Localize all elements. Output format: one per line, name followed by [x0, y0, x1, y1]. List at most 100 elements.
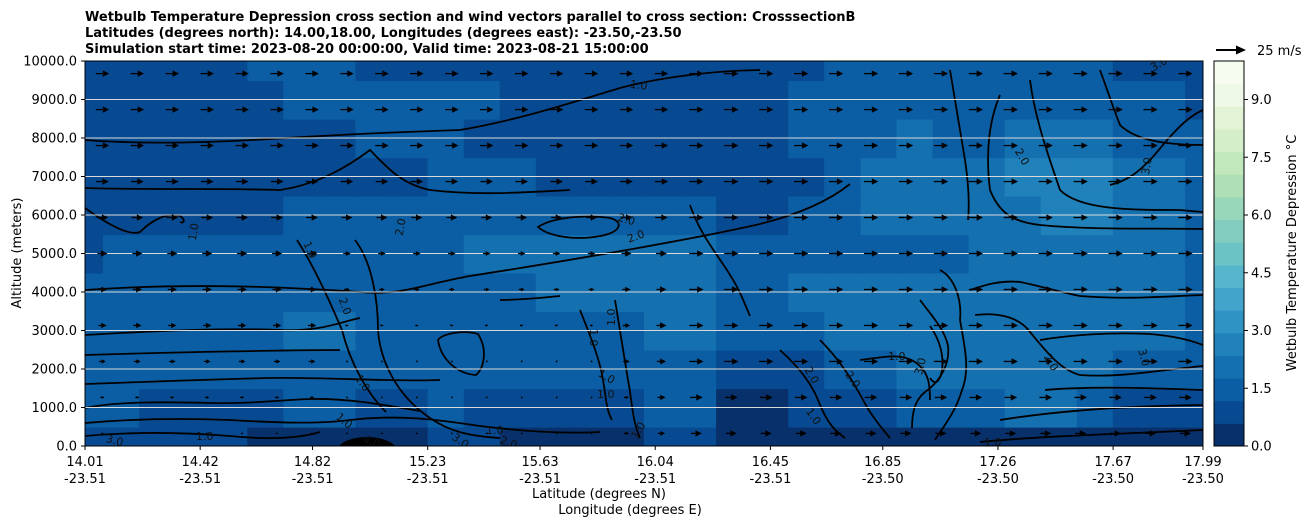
wind-vector: [1073, 70, 1088, 77]
colorbar-band: [1214, 310, 1244, 334]
wind-vector: [201, 214, 214, 221]
x-tick-longitude: -23.51: [519, 472, 561, 487]
wind-vector: [236, 214, 249, 221]
wind-vector: [95, 142, 110, 149]
x-axis-label-longitude: Longitude (degrees E): [558, 503, 702, 518]
wind-vector: [863, 178, 879, 185]
colorbar-band: [1214, 355, 1244, 379]
wind-vector: [1143, 286, 1158, 293]
contour-label: 1.0: [605, 309, 618, 327]
x-tick-longitude: -23.50: [862, 472, 904, 487]
contour-lines: [85, 69, 1203, 443]
wind-vector: [1073, 106, 1088, 113]
contour-line: [819, 339, 891, 439]
wind-vector: [1038, 178, 1053, 185]
wind-vector: [240, 396, 245, 399]
colorbar-tick-label: 9.0: [1251, 93, 1272, 108]
wind-vector: [480, 70, 494, 77]
wind-vector: [724, 178, 739, 185]
wind-vector: [724, 358, 739, 365]
wind-vector: [1038, 106, 1053, 113]
wind-vector: [235, 142, 249, 149]
wind-vector: [589, 324, 594, 327]
heatmap-cell: [860, 426, 898, 446]
contour-line: [689, 204, 751, 317]
contour-label: 1.0: [587, 329, 600, 347]
x-tick-longitude: -23.51: [749, 472, 791, 487]
heatmap-cell: [752, 426, 790, 446]
wind-vector: [1003, 358, 1018, 365]
wind-vector: [445, 178, 459, 185]
wind-vector: [794, 142, 809, 149]
colorbar-band: [1214, 174, 1244, 198]
wind-vector: [968, 286, 984, 293]
wind-vector: [240, 432, 244, 435]
wind-vector: [413, 287, 420, 292]
wind-vector: [1144, 394, 1157, 401]
wind-vector: [725, 394, 738, 401]
wind-vector: [760, 430, 772, 437]
wind-vector: [202, 286, 212, 293]
heatmap-cell: [1112, 426, 1150, 446]
wind-vector: [1143, 322, 1158, 329]
wind-vector: [167, 286, 177, 293]
heatmap-cell: [139, 61, 176, 82]
contour-line: [999, 404, 1203, 421]
y-tick-label: 1000.0: [32, 401, 78, 416]
y-tick-label: 6000.0: [32, 209, 78, 224]
wind-vector: [933, 106, 949, 113]
wind-vector: [237, 250, 248, 257]
wind-vector: [1108, 106, 1123, 113]
wind-vector: [622, 286, 631, 293]
wind-vector: [275, 396, 280, 399]
wind-vector: [1073, 178, 1088, 185]
quiver-key: 25 m/s: [1216, 44, 1302, 59]
wind-vector: [130, 142, 145, 149]
contour-line: [437, 331, 485, 376]
wind-vector: [899, 394, 913, 401]
wind-vector: [656, 358, 667, 365]
wind-vector: [381, 432, 383, 435]
wind-vector: [1003, 322, 1018, 329]
wind-vector: [689, 106, 704, 113]
heatmap-cell: [391, 61, 429, 82]
wind-vector: [968, 178, 984, 185]
wind-vector: [586, 214, 598, 221]
wind-vector: [131, 178, 144, 185]
wind-vector: [1178, 286, 1193, 293]
x-tick-longitude: -23.51: [292, 472, 334, 487]
x-tick-latitude: 17.26: [979, 455, 1016, 470]
wind-vector: [481, 214, 493, 221]
wind-vector: [520, 432, 523, 435]
wind-vector: [1108, 70, 1123, 77]
wind-vector: [794, 358, 809, 365]
wind-vector: [970, 430, 982, 437]
wind-vector: [514, 142, 529, 149]
wind-vector: [1003, 178, 1018, 185]
wind-vector: [340, 142, 354, 149]
wind-vector: [689, 178, 704, 185]
wind-vector: [549, 142, 564, 149]
wind-vector: [1108, 178, 1123, 185]
contour-label: 1.0: [186, 222, 202, 241]
wind-vector: [381, 360, 383, 363]
wind-vector: [1108, 250, 1123, 257]
y-tick-label: 9000.0: [32, 93, 78, 108]
x-tick-latitude: 15.63: [521, 455, 558, 470]
wind-vector: [416, 360, 418, 363]
wind-vector: [345, 324, 349, 327]
wind-vector: [863, 106, 879, 113]
wind-vector: [621, 250, 632, 257]
contour-label: 1.0: [888, 350, 906, 363]
wind-vector: [654, 178, 669, 185]
wind-vector: [1004, 394, 1018, 401]
wind-vector: [654, 106, 669, 113]
wind-vector: [130, 106, 145, 113]
heatmap-cell: [607, 426, 645, 446]
wind-vector: [200, 178, 214, 185]
wind-vector: [863, 322, 879, 329]
colorbar: 0.0 1.5 3.0 4.5 6.0 7.5 9.0 Wetbulb Temperatur…: [1213, 60, 1300, 455]
wind-vector: [1040, 430, 1052, 437]
wind-vector: [933, 322, 949, 329]
colorbar-ticks: 0.0 1.5 3.0 4.5 6.0 7.5 9.0: [1244, 93, 1272, 455]
